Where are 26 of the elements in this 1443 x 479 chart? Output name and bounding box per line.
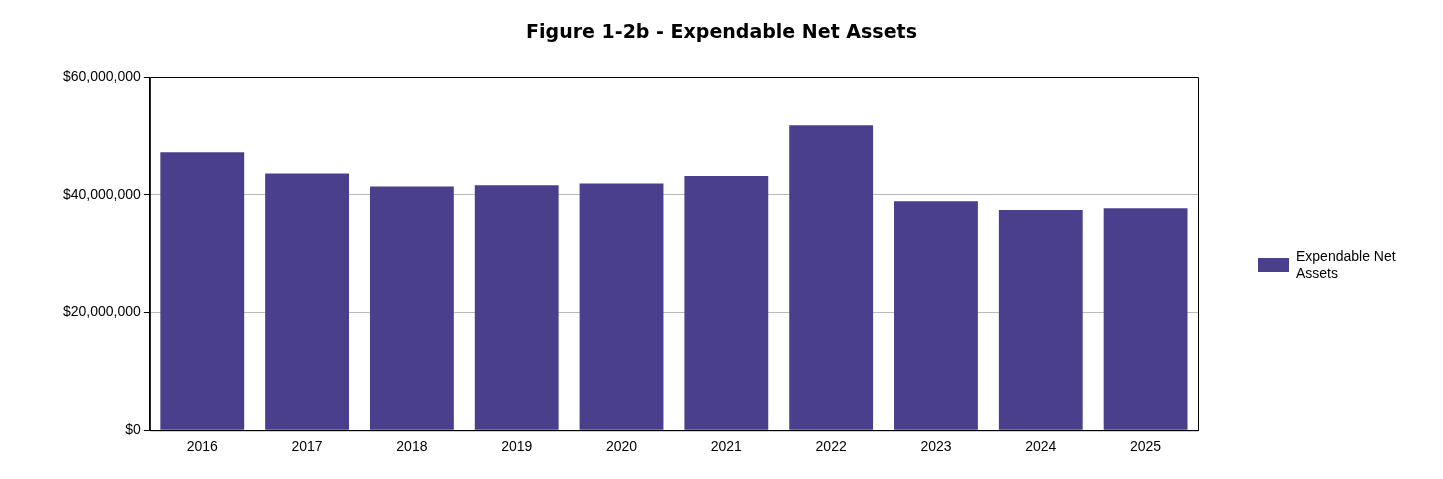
x-tick-label: 2016 [186, 438, 219, 455]
x-tick-label: 2019 [501, 438, 533, 455]
bar [369, 186, 454, 430]
x-tick-label: 2021 [710, 438, 743, 455]
bar [160, 152, 245, 430]
x-tick-label: 2020 [605, 438, 638, 455]
bar [1103, 208, 1188, 430]
bar [474, 185, 559, 430]
bar [579, 183, 664, 430]
x-tick-label: 2017 [291, 438, 323, 455]
y-tick-label: $60,000,000 [63, 67, 142, 84]
x-tick-label: 2018 [396, 438, 428, 455]
x-tick-label: 2022 [815, 438, 847, 455]
bar [265, 173, 349, 430]
x-tick-label: 2024 [1025, 438, 1057, 455]
y-tick-label: $40,000,000 [63, 185, 142, 202]
x-tick-label: 2023 [920, 438, 952, 455]
bar [684, 175, 769, 430]
chart-title: Figure 1-2b - Expendable Net Assets [525, 20, 918, 42]
legend-label: Expendable Net Assets [1296, 248, 1396, 282]
bar [894, 201, 978, 430]
bar [998, 210, 1083, 430]
y-tick-label: $20,000,000 [63, 303, 142, 320]
y-tick-label: $0 [125, 421, 142, 438]
bar [789, 125, 874, 430]
x-tick-label: 2025 [1130, 438, 1162, 455]
